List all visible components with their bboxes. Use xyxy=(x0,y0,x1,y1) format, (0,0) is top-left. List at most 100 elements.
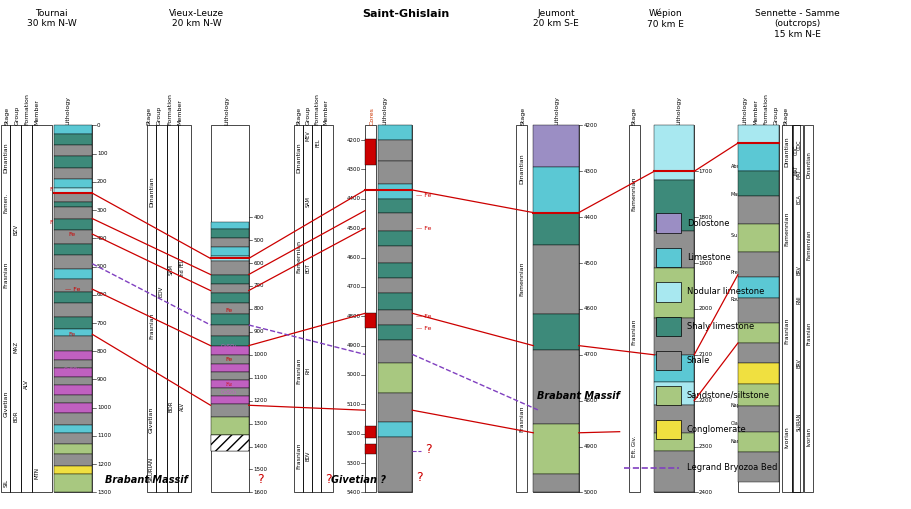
Bar xyxy=(737,252,778,277)
Bar xyxy=(54,244,92,256)
Bar xyxy=(2,125,10,492)
Text: Lithology: Lithology xyxy=(742,96,747,125)
Text: 4400: 4400 xyxy=(346,196,360,202)
Text: 4200: 4200 xyxy=(346,137,360,143)
Bar xyxy=(737,384,778,406)
Bar xyxy=(655,386,681,405)
Text: — Fe: — Fe xyxy=(415,193,431,199)
Bar xyxy=(737,432,778,452)
Bar xyxy=(54,413,92,425)
Bar xyxy=(737,277,778,298)
Text: Sandstone/siltstone: Sandstone/siltstone xyxy=(686,391,769,400)
Bar xyxy=(377,199,412,213)
Text: 4800: 4800 xyxy=(346,314,360,319)
Bar xyxy=(312,125,321,492)
Text: 5000: 5000 xyxy=(346,373,360,378)
Bar xyxy=(377,213,412,231)
Bar xyxy=(377,184,412,199)
Bar xyxy=(210,364,249,372)
Text: 1200: 1200 xyxy=(253,398,267,403)
Bar xyxy=(54,433,92,444)
Bar xyxy=(54,395,92,404)
Text: CaSO₄: CaSO₄ xyxy=(64,352,80,357)
Text: MTN: MTN xyxy=(35,467,39,478)
Text: Famennian: Famennian xyxy=(518,262,524,296)
Bar xyxy=(653,433,693,451)
Text: 1300: 1300 xyxy=(97,490,111,495)
Bar xyxy=(655,420,681,439)
Bar xyxy=(377,363,412,392)
Text: Frasnian: Frasnian xyxy=(783,317,789,344)
Text: ?: ? xyxy=(325,473,332,486)
Text: 600: 600 xyxy=(253,261,263,266)
Text: Stage: Stage xyxy=(783,107,788,125)
Bar xyxy=(377,437,412,492)
Bar xyxy=(516,125,527,492)
Text: Stage: Stage xyxy=(147,107,152,125)
Bar xyxy=(653,125,693,492)
Bar xyxy=(737,406,778,432)
Text: Ivorian: Ivorian xyxy=(805,427,811,446)
Text: 4400: 4400 xyxy=(583,215,597,220)
Text: Stage: Stage xyxy=(296,107,301,125)
Text: Jeumont
20 km S-E: Jeumont 20 km S-E xyxy=(533,9,578,29)
Text: Naproxen: Naproxen xyxy=(730,403,753,408)
Bar xyxy=(147,125,156,492)
Bar xyxy=(533,474,578,492)
Text: ALV: ALV xyxy=(179,402,185,411)
Text: — Fe: — Fe xyxy=(415,314,431,319)
Text: Lithology: Lithology xyxy=(676,96,681,125)
Text: Marlagne: Marlagne xyxy=(730,192,752,196)
Text: Group: Group xyxy=(773,106,778,125)
Bar xyxy=(781,125,792,492)
Bar xyxy=(54,377,92,385)
Text: MEV: MEV xyxy=(305,130,310,141)
Bar xyxy=(377,231,412,246)
Bar xyxy=(54,179,92,187)
Text: 1000: 1000 xyxy=(97,405,111,410)
Text: 2200: 2200 xyxy=(698,398,712,403)
Bar xyxy=(54,455,92,466)
Text: Frasnian: Frasnian xyxy=(631,319,636,345)
Bar xyxy=(210,229,249,238)
Text: 100: 100 xyxy=(97,151,107,156)
Bar xyxy=(210,435,249,451)
Text: Dinantian: Dinantian xyxy=(4,143,8,173)
Text: ALV: ALV xyxy=(25,379,29,389)
Text: Roux: Roux xyxy=(730,297,742,302)
Bar xyxy=(210,274,249,284)
Bar xyxy=(210,238,249,247)
Text: Frasnian: Frasnian xyxy=(4,262,8,288)
Text: Frasnian: Frasnian xyxy=(148,313,154,340)
Text: SAM: SAM xyxy=(305,196,310,207)
Bar xyxy=(54,368,92,377)
Bar xyxy=(377,125,412,140)
Bar xyxy=(653,231,693,268)
Text: Group: Group xyxy=(157,106,162,125)
Text: ?: ? xyxy=(257,473,263,486)
Text: 1000: 1000 xyxy=(253,352,267,357)
Bar xyxy=(533,167,578,213)
Text: 5100: 5100 xyxy=(346,402,360,407)
Text: Formation: Formation xyxy=(314,94,319,125)
Text: Famernian: Famernian xyxy=(296,240,301,272)
Bar xyxy=(54,156,92,168)
Text: Ivorian: Ivorian xyxy=(783,426,789,447)
Text: — Fe: — Fe xyxy=(65,287,80,292)
Text: MAZ: MAZ xyxy=(14,341,18,353)
Text: Member: Member xyxy=(323,100,328,125)
Text: BRV: BRV xyxy=(795,358,801,369)
Text: Member: Member xyxy=(752,100,758,125)
Bar xyxy=(364,125,375,492)
Bar xyxy=(628,125,639,492)
Text: CaSO₄: CaSO₄ xyxy=(64,388,80,393)
Bar xyxy=(54,218,92,230)
Text: 300: 300 xyxy=(97,208,107,213)
Bar xyxy=(533,245,578,314)
Text: Vieux-Leuze
20 km N-W: Vieux-Leuze 20 km N-W xyxy=(169,9,224,29)
Bar xyxy=(533,125,578,492)
Text: 4700: 4700 xyxy=(346,285,360,290)
Bar xyxy=(54,425,92,433)
Text: Lithology: Lithology xyxy=(382,96,387,125)
Bar xyxy=(54,269,92,279)
